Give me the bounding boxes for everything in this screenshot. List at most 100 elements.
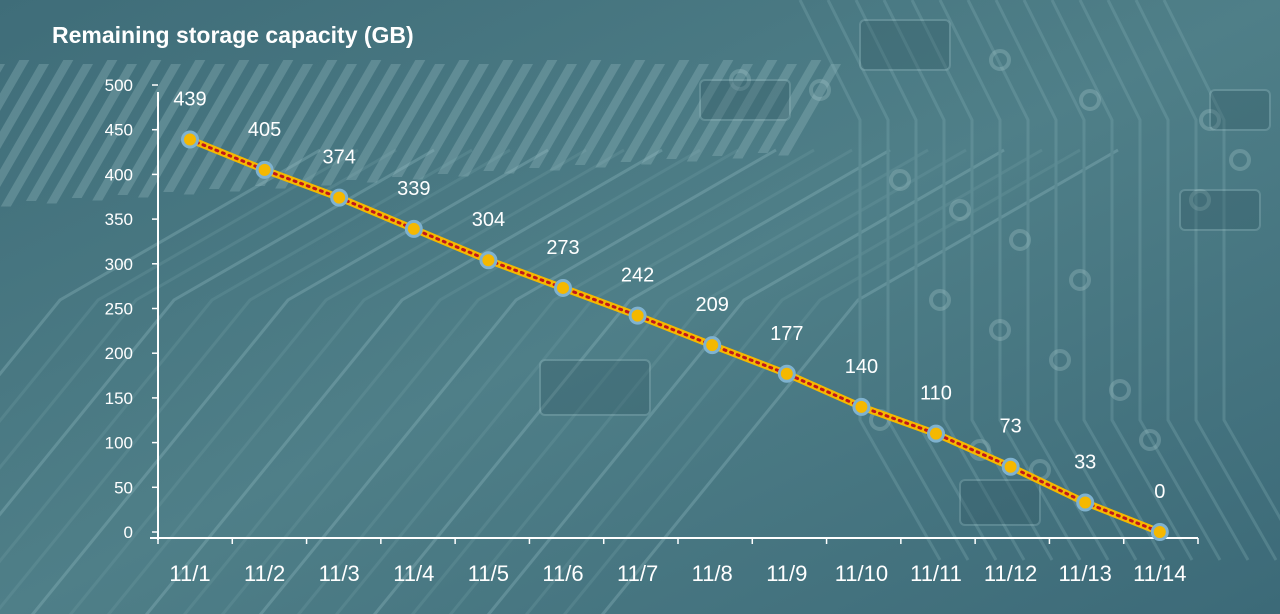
data-point xyxy=(404,219,423,238)
data-label: 339 xyxy=(397,178,430,200)
data-label: 405 xyxy=(248,119,281,141)
solder-pad xyxy=(929,289,951,311)
solder-pad xyxy=(729,69,751,91)
data-point xyxy=(554,278,572,297)
solder-pad xyxy=(1049,349,1071,371)
data-point xyxy=(330,188,349,207)
circuit-trace xyxy=(0,148,359,423)
data-point xyxy=(479,251,498,270)
connector-pin xyxy=(458,64,534,177)
x-tick-label: 11/7 xyxy=(617,561,658,586)
y-tick-label: 250 xyxy=(105,300,133,319)
data-label: 0 xyxy=(1154,481,1165,503)
connector-pin xyxy=(300,60,382,183)
connector-pin xyxy=(229,64,314,192)
solder-pad xyxy=(989,319,1011,341)
connector-pin xyxy=(620,60,690,162)
circuit-trace xyxy=(0,148,473,564)
circuit-trace xyxy=(106,148,625,614)
x-tick-label: 11/2 xyxy=(244,561,285,586)
chip xyxy=(539,359,651,416)
circuit-trace xyxy=(1106,0,1250,561)
solder-pad xyxy=(889,169,911,191)
data-label: 209 xyxy=(696,294,729,316)
chip xyxy=(1179,189,1261,231)
connector-pin xyxy=(320,64,402,186)
solder-pad xyxy=(1229,149,1251,171)
connector-pin xyxy=(25,60,118,201)
x-tick-label: 11/14 xyxy=(1133,561,1186,586)
circuit-trace xyxy=(30,148,549,614)
connector-pin xyxy=(595,64,666,168)
circuit-trace xyxy=(1050,0,1194,561)
x-tick-label: 11/12 xyxy=(984,561,1037,586)
circuit-trace xyxy=(562,148,1081,614)
connector-pin xyxy=(483,60,558,171)
circuit-trace xyxy=(798,0,942,561)
connector-pin xyxy=(757,60,822,153)
series-line-dotted xyxy=(188,138,1162,534)
connector-pin xyxy=(391,60,470,177)
circuit-trace xyxy=(220,148,739,614)
connector-band xyxy=(0,60,842,213)
data-label: 242 xyxy=(621,265,654,287)
connector-pin xyxy=(437,60,514,174)
y-tick-label: 400 xyxy=(105,165,133,184)
circuit-trace xyxy=(600,148,1119,614)
connector-pin xyxy=(71,60,162,198)
data-label: 140 xyxy=(845,356,878,378)
circuit-trace xyxy=(882,0,1026,561)
solder-pad xyxy=(1139,429,1161,451)
solder-pad xyxy=(1109,379,1131,401)
x-tick-label: 11/3 xyxy=(319,561,360,586)
circuit-trace xyxy=(1134,0,1278,561)
connector-pin xyxy=(117,60,206,195)
data-point xyxy=(927,424,945,443)
y-tick-label: 200 xyxy=(105,344,133,363)
data-point xyxy=(1150,523,1169,541)
y-tick-label: 0 xyxy=(124,523,133,542)
solder-pad xyxy=(949,199,971,221)
connector-pin xyxy=(732,64,798,159)
x-tick-label: 11/5 xyxy=(468,561,509,586)
solder-pad xyxy=(1199,109,1221,131)
solder-pad xyxy=(809,79,831,101)
solder-pad xyxy=(989,49,1011,71)
connector-pin xyxy=(778,64,842,156)
data-point xyxy=(852,397,871,416)
x-tick-label: 11/13 xyxy=(1058,561,1111,586)
connector-pin xyxy=(0,64,50,210)
circuit-trace xyxy=(966,0,1110,561)
circuit-trace xyxy=(486,148,1005,614)
solder-pad xyxy=(1189,189,1211,211)
circuit-trace xyxy=(1078,0,1222,561)
solder-pad xyxy=(1079,89,1101,111)
circuit-trace xyxy=(1162,0,1280,522)
chart-title: Remaining storage capacity (GB) xyxy=(52,22,414,48)
x-tick-label: 11/9 xyxy=(766,561,807,586)
chip xyxy=(959,479,1041,526)
circuit-trace xyxy=(410,148,929,614)
circuit-trace xyxy=(0,148,511,611)
data-point xyxy=(181,130,199,149)
connector-pin xyxy=(0,64,94,207)
data-label: 273 xyxy=(546,237,579,259)
connector-pin xyxy=(163,60,250,192)
connector-pin xyxy=(0,60,74,204)
connector-pin xyxy=(0,60,30,207)
y-tick-label: 150 xyxy=(105,389,133,408)
connector-pin xyxy=(549,64,622,171)
connector-pin xyxy=(666,60,734,159)
connector-pin xyxy=(503,64,578,174)
data-label: 304 xyxy=(472,209,505,231)
chip xyxy=(699,79,791,121)
circuit-trace xyxy=(372,148,891,614)
data-label: 73 xyxy=(999,416,1021,438)
solder-pad xyxy=(1009,229,1031,251)
x-tick-label: 11/1 xyxy=(169,561,210,586)
circuit-trace xyxy=(826,0,970,561)
connector-pin xyxy=(686,64,754,162)
